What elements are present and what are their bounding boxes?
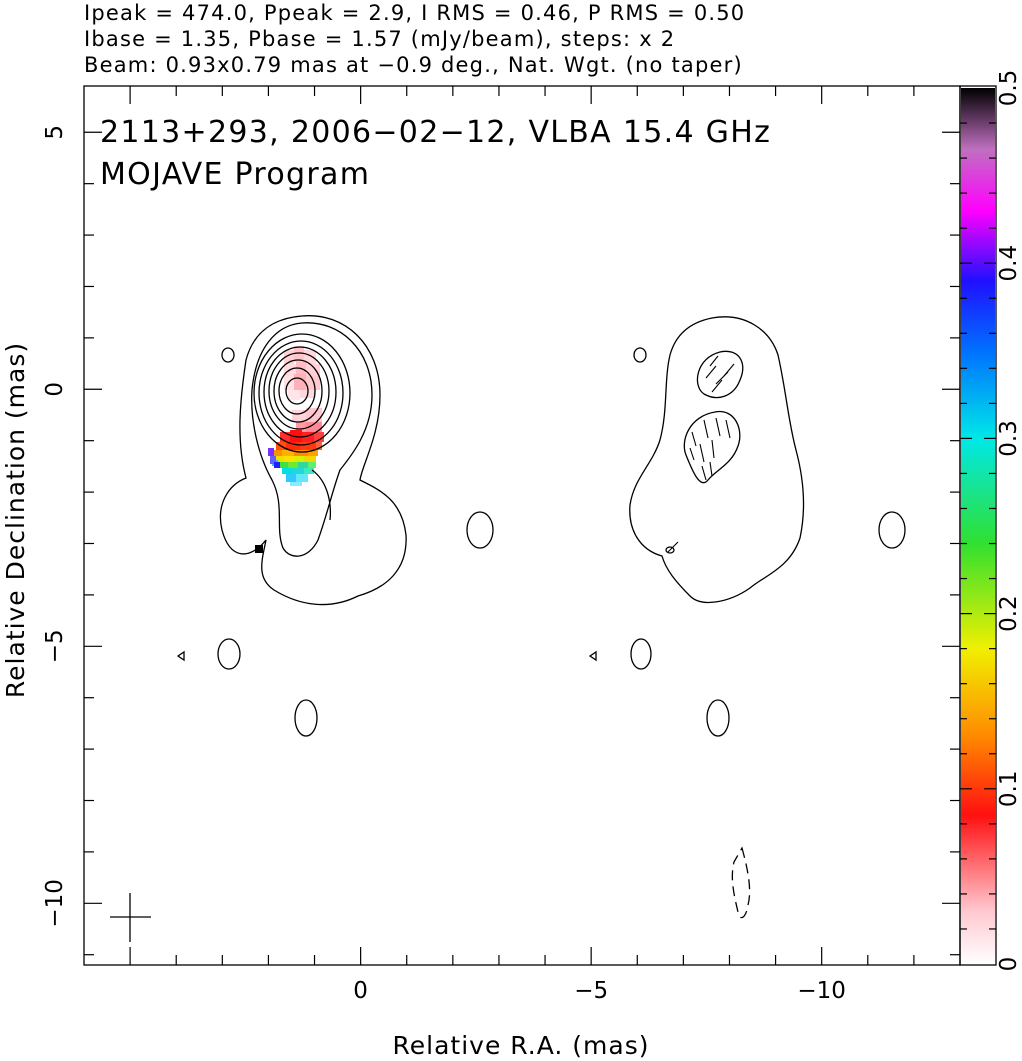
colorbar-tick-label: 0.4 [996, 245, 1022, 282]
polarization-contours [588, 316, 906, 919]
y-axis-label: Relative Declination (mas) [1, 342, 30, 698]
colorbar-frame [959, 85, 997, 966]
colorbar-tick-label: 0.5 [996, 70, 1022, 107]
plot-header: Ipeak = 474.0, Ppeak = 2.9, I RMS = 0.46… [84, 0, 984, 78]
colorbar-tick-label: 0.3 [996, 420, 1022, 457]
intensity-marker [255, 545, 263, 553]
header-line-3: Beam: 0.93x0.79 mas at −0.9 deg., Nat. W… [84, 53, 743, 77]
y-tick-label: 0 [42, 382, 68, 397]
colorbar-ticks: 0 0.1 0.2 0.3 0.4 0.5 [960, 70, 1022, 972]
axis-tick-labels: 0 −5 −10 5 0 −5 −10 [42, 125, 846, 1004]
x-tick-label: −5 [574, 978, 608, 1004]
header-line-2: Ibase = 1.35, Pbase = 1.57 (mJy/beam), s… [84, 27, 676, 51]
colorbar-tick-label: 0 [996, 957, 1022, 972]
colorbar [959, 85, 997, 966]
x-tick-label: 0 [353, 978, 368, 1004]
polarization-vectors [667, 355, 735, 553]
plot-title: 2113+293, 2006−02−12, VLBA 15.4 GHz [100, 115, 771, 150]
x-axis-label: Relative R.A. (mas) [393, 1031, 650, 1060]
polarization-patch [268, 346, 324, 486]
y-tick-label: −5 [42, 629, 68, 663]
plot-subtitle: MOJAVE Program [100, 157, 370, 192]
plot-frame [83, 85, 961, 966]
x-tick-label: −10 [797, 978, 846, 1004]
colorbar-gradient [961, 88, 995, 964]
axis-ticks [84, 86, 960, 965]
y-tick-label: −10 [42, 879, 68, 928]
beam-cross [110, 893, 151, 942]
colorbar-tick-label: 0.1 [996, 771, 1022, 808]
colorbar-tick-label: 0.2 [996, 595, 1022, 632]
header-line-1: Ipeak = 474.0, Ppeak = 2.9, I RMS = 0.46… [84, 1, 746, 25]
intensity-contours [176, 315, 494, 737]
y-tick-label: 5 [42, 125, 68, 140]
